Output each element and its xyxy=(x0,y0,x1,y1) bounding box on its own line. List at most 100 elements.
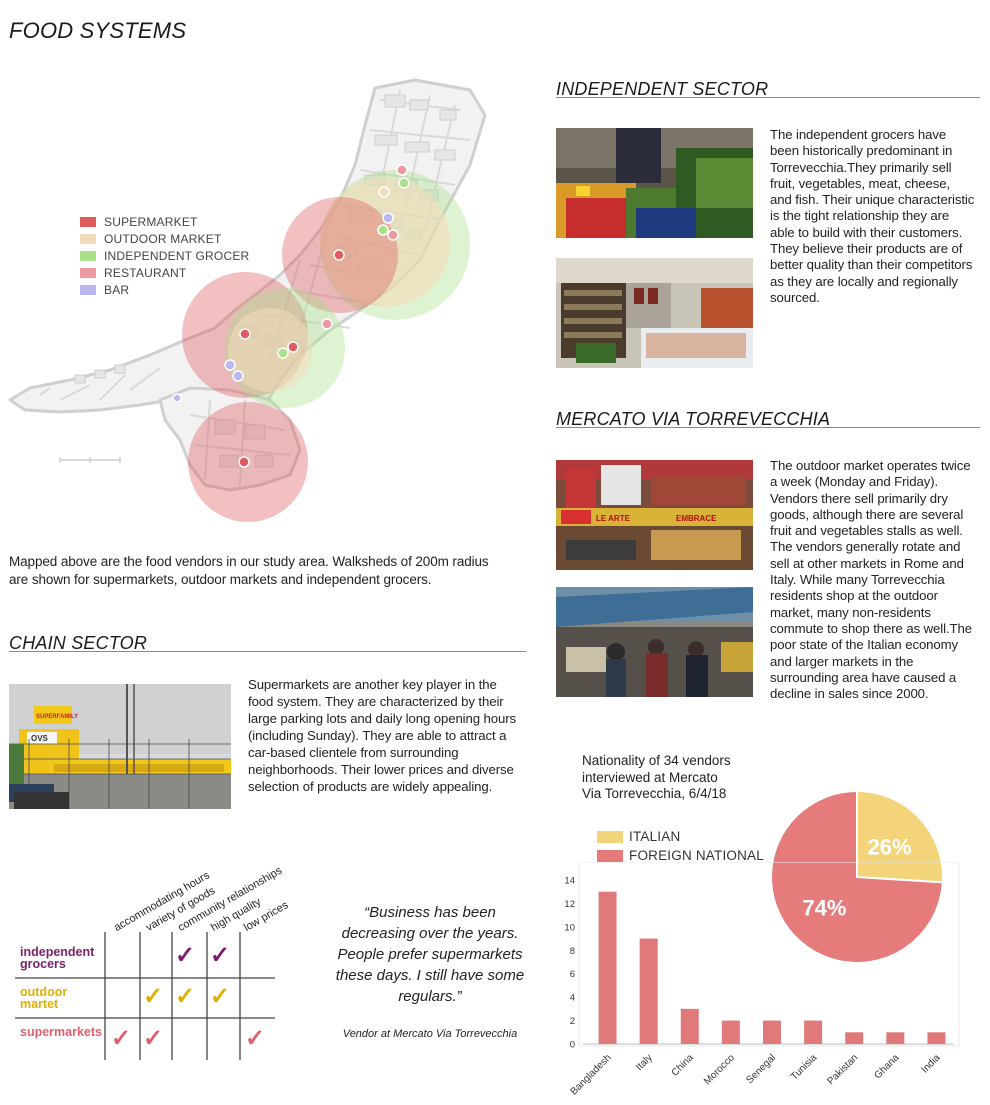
walkshed-outdoor-market xyxy=(320,177,450,307)
walksheds xyxy=(182,170,470,522)
nationality-bar-chart: 0 2 4 6 8 10 12 14 Bangladesh Italy China Morocco Se… xyxy=(564,862,960,1097)
map-caption: Mapped above are the food vendors in our… xyxy=(9,554,489,587)
scale-bar xyxy=(59,457,121,463)
market-sign-text: EMBRACE xyxy=(676,514,717,523)
walkshed-outdoor-market xyxy=(228,308,312,392)
mercato-rule xyxy=(556,427,980,428)
row-label-line: independent xyxy=(20,945,95,959)
point-grocer xyxy=(398,177,410,189)
bar-x-tick-label: Senegal xyxy=(744,1052,778,1086)
bar-x-tick-label: Pakistan xyxy=(825,1052,860,1087)
deli-counter-photo xyxy=(556,258,753,368)
point-supermarket xyxy=(238,456,250,468)
row-label-line: grocers xyxy=(20,957,66,971)
market-sign-text: LE ARTE xyxy=(596,514,631,523)
mercato-text: The outdoor market operates twice a week… xyxy=(770,458,972,702)
supermarket-photo: SUPERFAMILY OVS xyxy=(9,684,231,809)
legend-label: SUPERMARKET xyxy=(104,214,198,229)
legend-item: OUTDOOR MARKET xyxy=(80,230,249,247)
legend-swatch-independent-grocer xyxy=(80,250,96,261)
bar-y-tick-label: 0 xyxy=(570,1040,575,1051)
bar-morocco xyxy=(721,1020,740,1044)
check-icon: ✓ xyxy=(245,1025,266,1052)
matrix-grid xyxy=(15,932,275,1060)
caption-line: interviewed at Mercato xyxy=(582,769,718,785)
row-label-line: outdoor xyxy=(20,985,68,999)
pie-legend-item: FOREIGN NATIONAL xyxy=(597,848,764,863)
vendor-quote: “Business has been decreasing over the y… xyxy=(320,902,540,1007)
point-supermarket xyxy=(333,249,345,261)
caption-line: Nationality of 34 vendors xyxy=(582,753,731,768)
bar-y-tick-label: 10 xyxy=(564,922,575,933)
point-grocer xyxy=(377,224,389,236)
check-icon: ✓ xyxy=(210,942,231,969)
pie-legend-swatch-foreign xyxy=(597,849,623,862)
check-icon: ✓ xyxy=(143,1025,164,1052)
bar-italy xyxy=(639,938,658,1044)
legend-swatch-supermarket xyxy=(80,216,96,227)
bar-x-tick-label: India xyxy=(919,1052,942,1075)
bar-x-tick-label: Italy xyxy=(634,1052,655,1073)
point-bar xyxy=(172,393,182,403)
vendor-points xyxy=(172,164,410,468)
row-label-line: martet xyxy=(20,997,59,1011)
legend-label: OUTDOOR MARKET xyxy=(104,231,222,246)
check-icon: ✓ xyxy=(175,942,196,969)
independent-sector-text: The independent grocers have been histor… xyxy=(770,127,975,305)
legend-label: BAR xyxy=(104,282,130,297)
page-title: FOOD SYSTEMS xyxy=(9,18,187,43)
bar-y-tick-label: 6 xyxy=(570,969,575,980)
legend-swatch-restaurant xyxy=(80,267,96,278)
pie-legend-swatch-italian xyxy=(597,830,623,843)
legend-label: RESTAURANT xyxy=(104,265,187,280)
pie-slice-label: 74% xyxy=(802,896,846,921)
store-brand-text: SUPERFAMILY xyxy=(36,714,78,720)
pie-legend-label: FOREIGN NATIONAL xyxy=(629,848,764,863)
pie-slice-foreign-national xyxy=(770,789,944,964)
bar-ghana xyxy=(886,1032,905,1044)
point-supermarket xyxy=(239,328,251,340)
mercato-title: MERCATO VIA TORREVECCHIA xyxy=(556,409,831,429)
pie-slice-label: 26% xyxy=(868,834,912,859)
legend-item: BAR xyxy=(80,281,249,298)
pie-slice-italian xyxy=(856,789,944,884)
bar-pakistan xyxy=(845,1032,864,1044)
produce-stall-photo xyxy=(556,128,753,238)
bar-x-tick-label: Tunisia xyxy=(789,1052,820,1083)
bar-x-tick-label: Morocco xyxy=(702,1052,737,1087)
bar-india xyxy=(927,1032,946,1044)
bar-y-tick-label: 4 xyxy=(570,993,575,1004)
outdoor-market-photo xyxy=(556,587,753,697)
legend-item: INDEPENDENT GROCER xyxy=(80,247,249,264)
bar-plot-frame xyxy=(578,862,960,1047)
row-label-line: supermarkets xyxy=(20,1025,102,1039)
nationality-pie-chart: 26% 74% xyxy=(770,789,944,964)
quote-line: these days. I still have some xyxy=(335,967,525,984)
map-legend: SUPERMARKET OUTDOOR MARKET INDEPENDENT G… xyxy=(80,213,249,298)
market-stall-photo: LE ARTE EMBRACE xyxy=(556,460,753,570)
bar-y-tick-label: 14 xyxy=(564,876,575,887)
quote-line: “Business has been xyxy=(364,904,496,921)
independent-sector-rule xyxy=(556,97,980,98)
legend-item: SUPERMARKET xyxy=(80,213,249,230)
quote-attribution: Vendor at Mercato Via Torrevecchia xyxy=(342,1028,518,1040)
food-vendor-map xyxy=(0,70,520,540)
chain-sector-rule xyxy=(9,651,526,652)
legend-item: RESTAURANT xyxy=(80,264,249,281)
check-icon: ✓ xyxy=(210,983,231,1010)
chain-sector-text: Supermarkets are another key player in t… xyxy=(248,677,517,794)
pie-legend-item: ITALIAN xyxy=(597,829,680,844)
check-icon: ✓ xyxy=(143,983,164,1010)
check-icon: ✓ xyxy=(111,1025,132,1052)
quote-line: regulars.” xyxy=(398,988,462,1005)
chart-caption: Nationality of 34 vendors interviewed at… xyxy=(582,753,731,803)
legend-swatch-outdoor-market xyxy=(80,233,96,244)
point-grocer xyxy=(277,347,289,359)
point-restaurant xyxy=(321,318,333,330)
point-bar xyxy=(232,370,244,382)
bar-y-tick-label: 2 xyxy=(570,1016,575,1027)
bar-senegal xyxy=(763,1020,781,1044)
point-restaurant xyxy=(387,229,399,241)
quote-line: People prefer supermarkets xyxy=(337,946,523,963)
map-svg xyxy=(8,78,487,522)
